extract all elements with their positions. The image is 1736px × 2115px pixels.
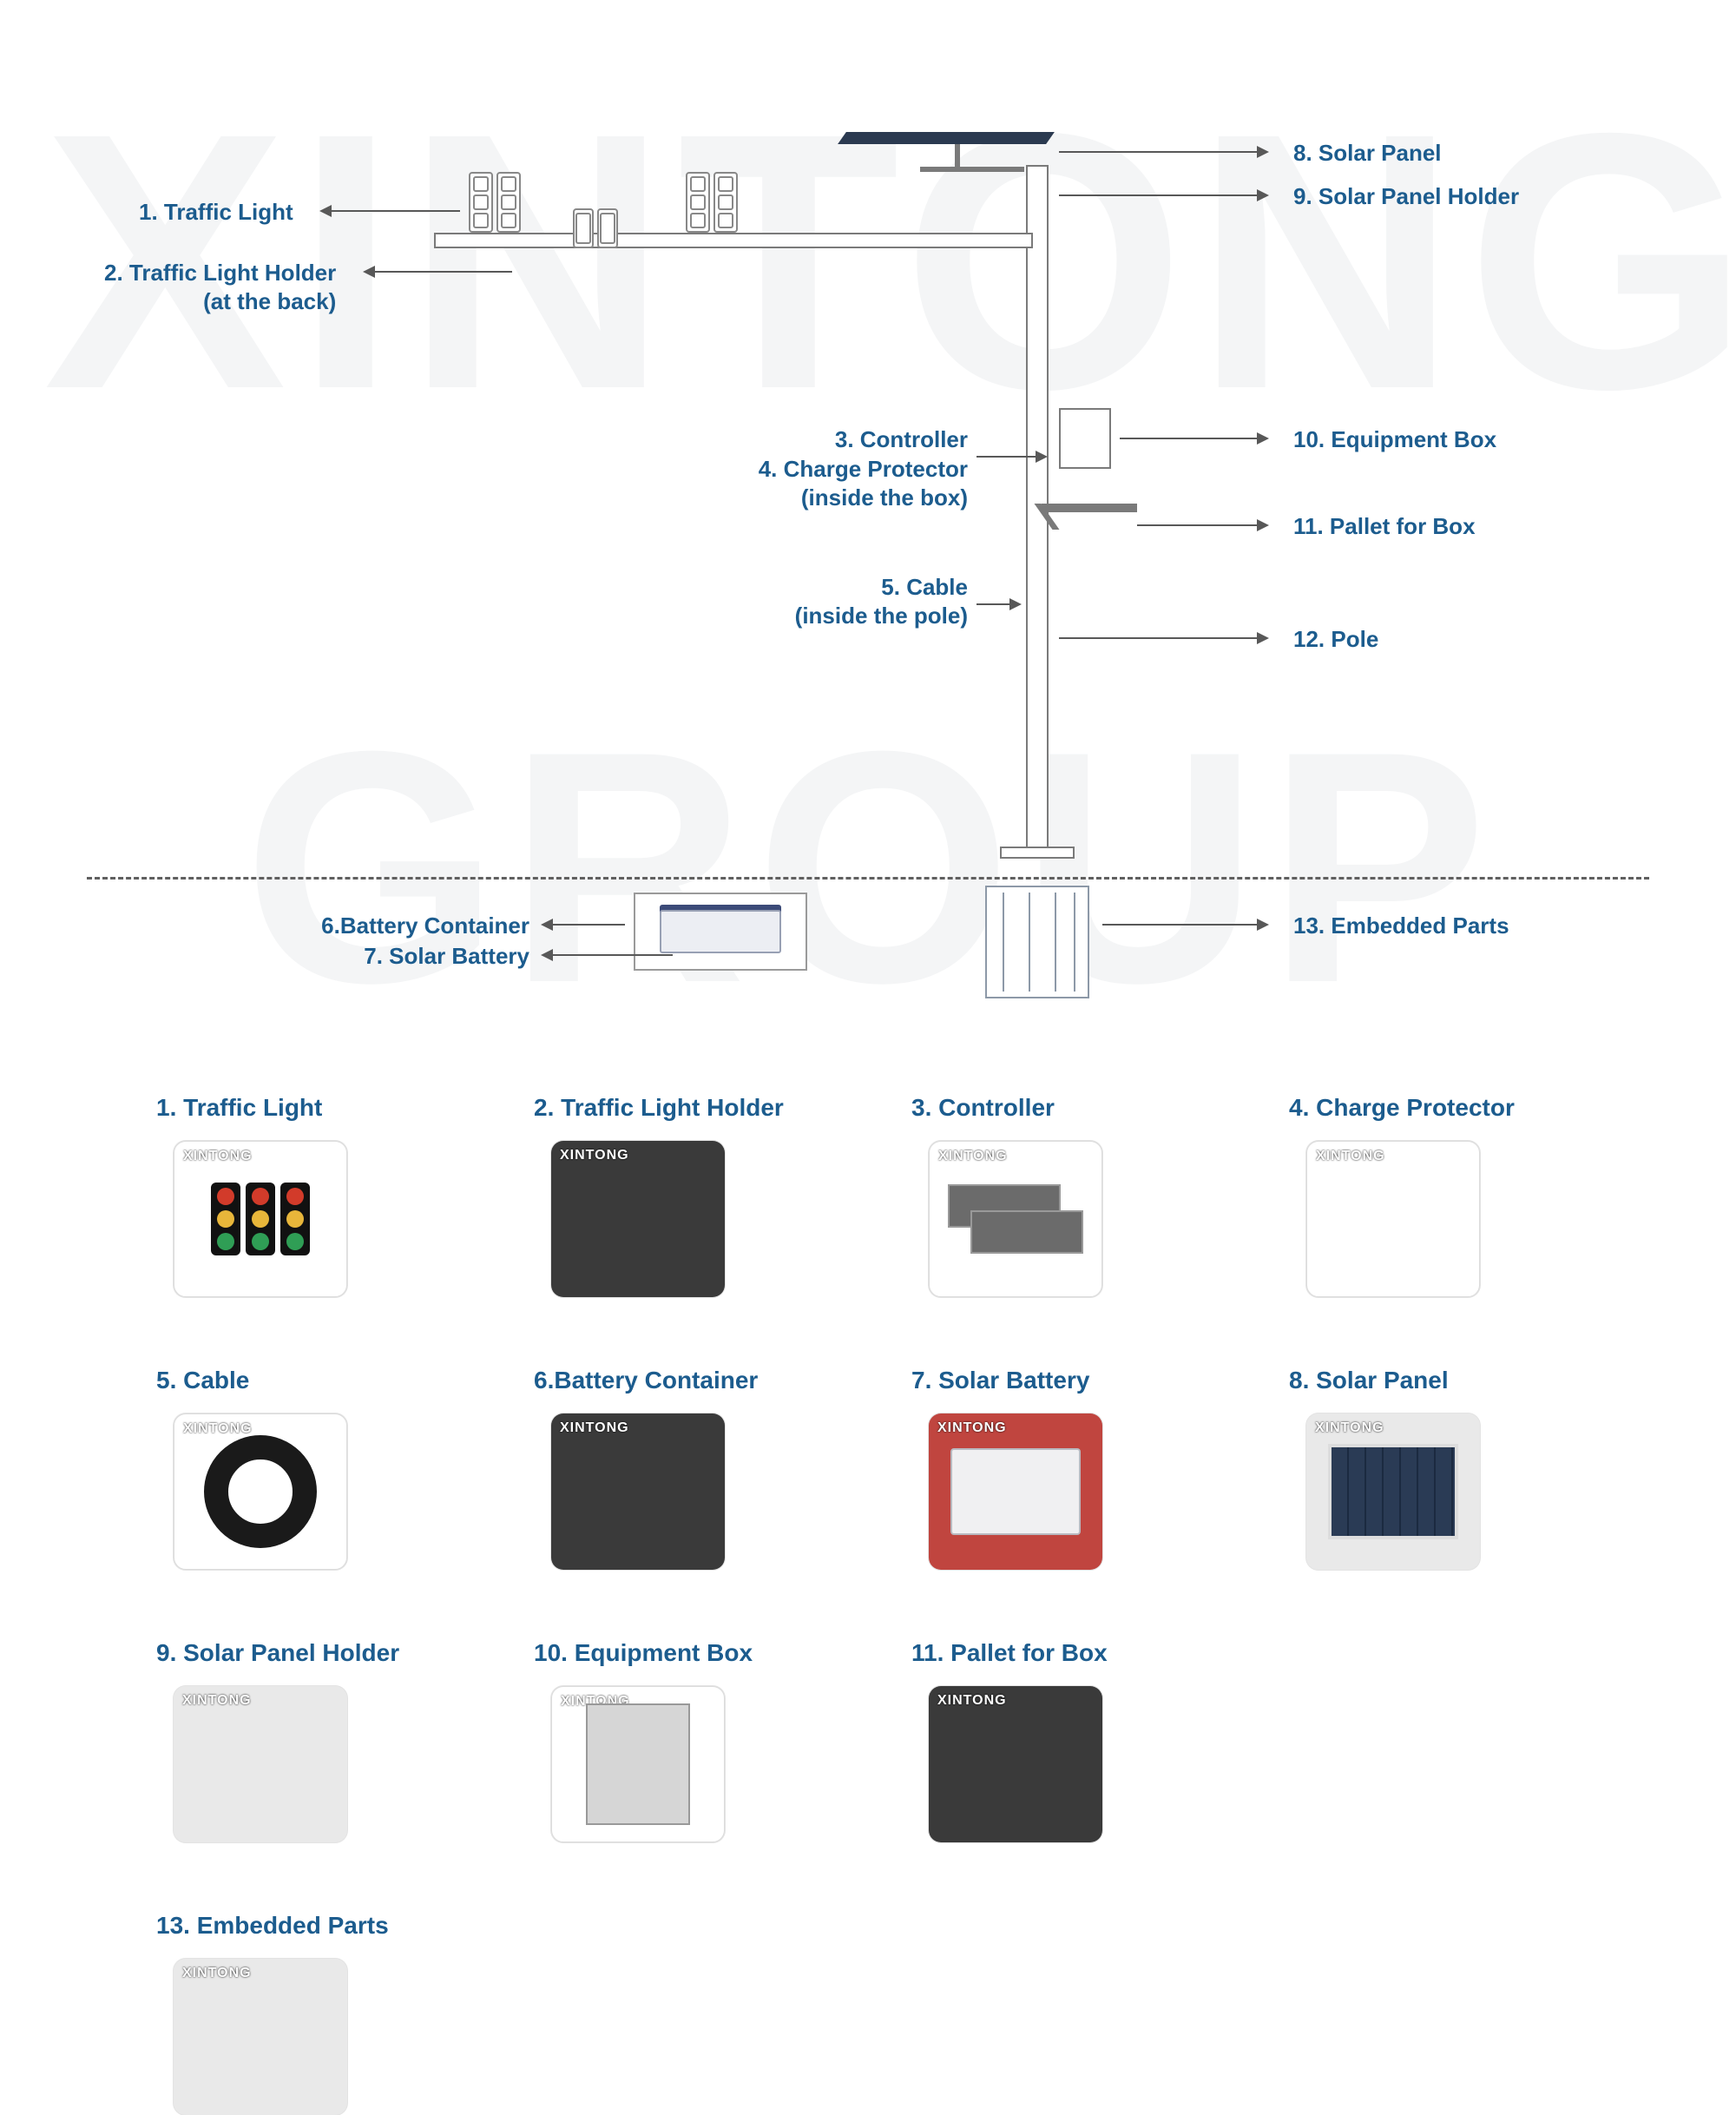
embedded-parts	[985, 886, 1089, 998]
label-9: 9. Solar Panel Holder	[1293, 182, 1519, 211]
part-cell-6: 6.Battery Container XINTONG	[516, 1367, 842, 1570]
label-5: 5. Cable (inside the pole)	[746, 573, 968, 629]
part-title-8: 8. Solar Panel	[1289, 1367, 1449, 1394]
part-cell-7: 7. Solar Battery XINTONG	[894, 1367, 1220, 1570]
arrow-5	[976, 603, 1020, 605]
solar-panel	[838, 132, 1055, 144]
brand-watermark: XINTONG	[183, 1421, 253, 1437]
part-cell-1: 1. Traffic Light XINTONG	[139, 1094, 464, 1297]
solar-battery-icon	[660, 910, 781, 953]
part-thumb-4: XINTONG	[1306, 1141, 1480, 1297]
part-title-10: 10. Equipment Box	[534, 1639, 753, 1667]
ground-line	[87, 877, 1649, 880]
arrow-6	[542, 924, 625, 926]
label-2-text: 2. Traffic Light Holder	[104, 260, 336, 286]
pallet	[1042, 504, 1137, 512]
part-title-1: 1. Traffic Light	[156, 1094, 322, 1122]
label-10: 10. Equipment Box	[1293, 425, 1496, 454]
label-2-sub: (at the back)	[104, 287, 336, 316]
label-4-text: 4. Charge Protector	[759, 456, 968, 482]
label-6: 6.Battery Container	[286, 912, 529, 940]
part-thumb-7: XINTONG	[929, 1413, 1102, 1570]
part-cell-9: 9. Solar Panel Holder XINTONG	[139, 1639, 464, 1842]
label-11: 11. Pallet for Box	[1293, 512, 1476, 541]
arrow-9	[1059, 194, 1267, 196]
part-cell-2: 2. Traffic Light Holder XINTONG	[516, 1094, 842, 1297]
equipment-box	[1059, 408, 1111, 469]
part-thumb-5: XINTONG	[174, 1413, 347, 1570]
label-5-text: 5. Cable	[881, 574, 968, 600]
label-1: 1. Traffic Light	[139, 198, 293, 227]
part-title-11: 11. Pallet for Box	[911, 1639, 1108, 1667]
label-3: 3. Controller	[742, 425, 968, 454]
traffic-light-right	[686, 172, 738, 233]
arrow-8	[1059, 151, 1267, 153]
brand-watermark: XINTONG	[560, 1148, 629, 1163]
arrow-13	[1102, 924, 1267, 926]
battery-container	[634, 893, 807, 971]
part-thumb-8: XINTONG	[1306, 1413, 1480, 1570]
brand-watermark: XINTONG	[937, 1693, 1007, 1709]
part-cell-3: 3. Controller XINTONG	[894, 1094, 1220, 1297]
arrow-10	[1120, 438, 1267, 439]
brand-watermark: XINTONG	[182, 1966, 252, 1981]
part-thumb-1: XINTONG	[174, 1141, 347, 1297]
brand-watermark: XINTONG	[182, 1693, 252, 1709]
part-cell-5: 5. Cable XINTONG	[139, 1367, 464, 1570]
part-thumb-13: XINTONG	[174, 1959, 347, 2115]
label-8: 8. Solar Panel	[1293, 139, 1442, 168]
cantilever-arm	[434, 233, 1033, 248]
label-4-sub: (inside the box)	[694, 484, 968, 512]
brand-watermark: XINTONG	[1315, 1420, 1384, 1436]
part-cell-13: 13. Embedded Parts XINTONG	[139, 1912, 464, 2115]
label-12: 12. Pole	[1293, 625, 1378, 654]
solar-holder-bar	[920, 167, 1024, 172]
arrow-12	[1059, 637, 1267, 639]
part-title-4: 4. Charge Protector	[1289, 1094, 1515, 1122]
brand-watermark: XINTONG	[938, 1149, 1008, 1164]
label-5-sub: (inside the pole)	[746, 602, 968, 630]
arrow-1	[321, 210, 460, 212]
traffic-light-counter	[573, 208, 618, 248]
part-thumb-10: XINTONG	[551, 1686, 725, 1842]
part-thumb-3: XINTONG	[929, 1141, 1102, 1297]
part-thumb-2: XINTONG	[551, 1141, 725, 1297]
part-thumb-6: XINTONG	[551, 1413, 725, 1570]
label-13: 13. Embedded Parts	[1293, 912, 1509, 940]
part-cell-11: 11. Pallet for Box XINTONG	[894, 1639, 1220, 1842]
traffic-light-left	[469, 172, 521, 233]
label-2: 2. Traffic Light Holder (at the back)	[104, 259, 336, 315]
brand-watermark: XINTONG	[560, 1420, 629, 1436]
part-title-2: 2. Traffic Light Holder	[534, 1094, 784, 1122]
part-title-3: 3. Controller	[911, 1094, 1055, 1122]
part-title-7: 7. Solar Battery	[911, 1367, 1089, 1394]
part-title-6: 6.Battery Container	[534, 1367, 758, 1394]
label-4: 4. Charge Protector (inside the box)	[694, 455, 968, 511]
part-cell-8: 8. Solar Panel XINTONG	[1272, 1367, 1597, 1570]
brand-watermark: XINTONG	[1316, 1149, 1385, 1164]
part-title-5: 5. Cable	[156, 1367, 249, 1394]
part-title-9: 9. Solar Panel Holder	[156, 1639, 399, 1667]
assembly-diagram: 1. Traffic Light 2. Traffic Light Holder…	[87, 69, 1649, 1042]
part-thumb-11: XINTONG	[929, 1686, 1102, 1842]
part-title-13: 13. Embedded Parts	[156, 1912, 389, 1940]
arrow-11	[1137, 524, 1267, 526]
part-cell-4: 4. Charge Protector XINTONG	[1272, 1094, 1597, 1297]
label-7: 7. Solar Battery	[286, 942, 529, 971]
arrow-2	[365, 271, 512, 273]
arrow-7	[542, 954, 673, 956]
arrow-3-4	[976, 456, 1046, 458]
part-cell-10: 10. Equipment Box XINTONG	[516, 1639, 842, 1842]
part-thumb-9: XINTONG	[174, 1686, 347, 1842]
pole-base	[1000, 847, 1075, 859]
parts-grid: 1. Traffic LightXINTONG2. Traffic Light …	[139, 1094, 1597, 2115]
brand-watermark: XINTONG	[937, 1420, 1007, 1436]
